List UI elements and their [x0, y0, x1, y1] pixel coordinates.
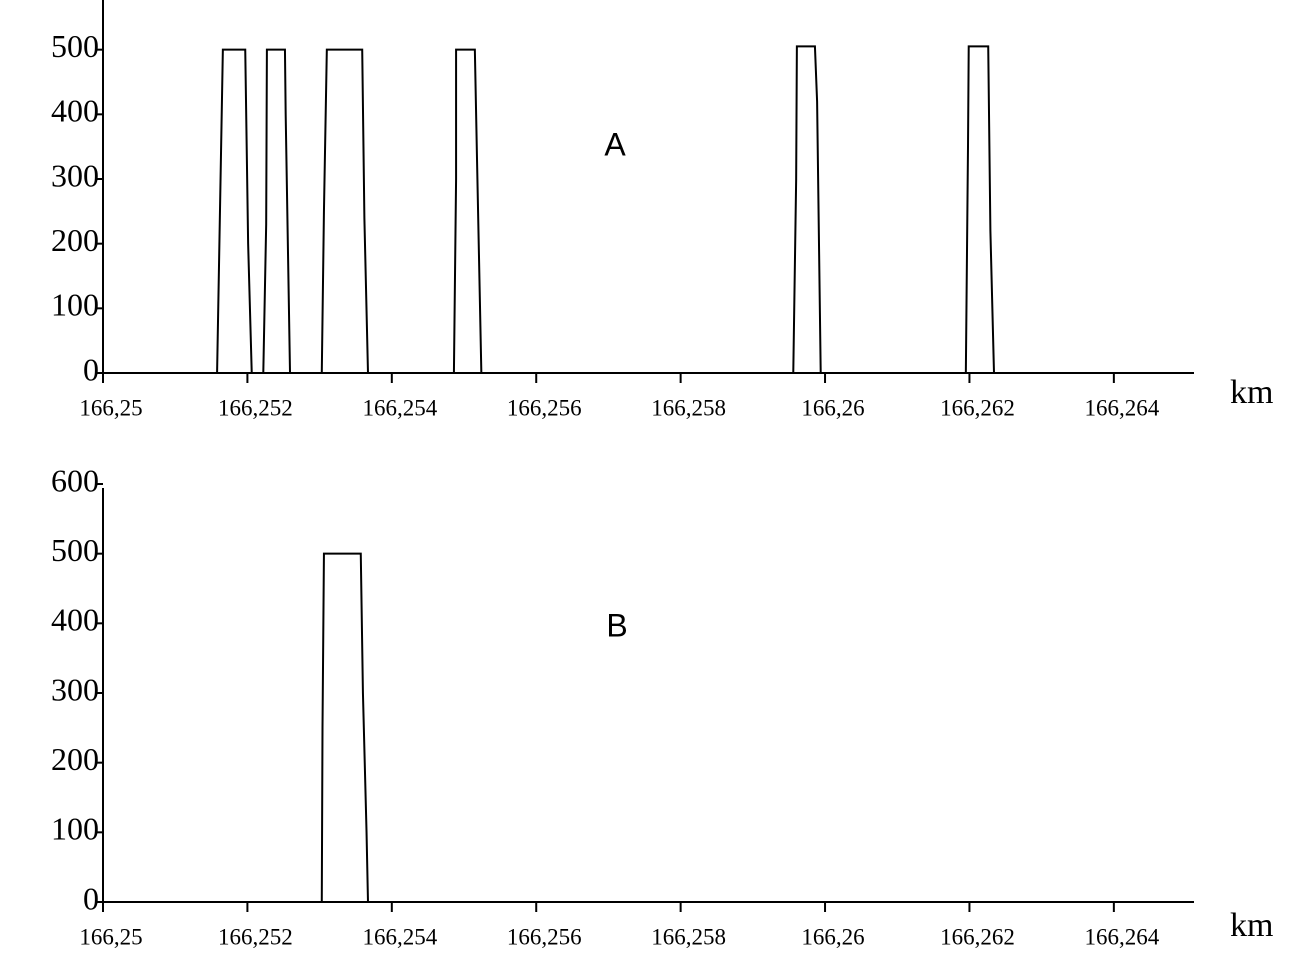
y-tick-label: 200	[51, 741, 99, 777]
y-tick-label: 600	[51, 462, 99, 498]
y-tick-label: 400	[51, 602, 99, 638]
y-tick-label: 300	[51, 671, 99, 707]
y-tick-label: 500	[51, 532, 99, 568]
x-tick-label: 166,26	[801, 924, 864, 949]
panel-annotation: B	[606, 607, 627, 643]
x-tick-label: 166,262	[940, 924, 1015, 949]
x-tick-label: 166,256	[507, 924, 582, 949]
x-axis-label: km	[1230, 907, 1273, 944]
x-tick-label: 166,25	[79, 395, 142, 420]
y-tick-label: 300	[51, 157, 99, 193]
x-tick-label: 166,252	[218, 395, 293, 420]
y-tick-label: 500	[51, 28, 99, 64]
x-tick-label: 166,264	[1084, 395, 1159, 420]
data-line	[103, 45, 1194, 374]
y-tick-label: 400	[51, 93, 99, 129]
x-tick-label: 166,254	[362, 924, 437, 949]
y-tick-label: 200	[51, 222, 99, 258]
x-tick-label: 166,26	[801, 395, 864, 420]
x-axis-label: km	[1230, 374, 1273, 411]
panel-annotation: A	[604, 126, 626, 162]
x-tick-label: 166,258	[651, 924, 726, 949]
x-tick-label: 166,256	[507, 395, 582, 420]
y-tick-label: 0	[83, 880, 99, 916]
x-tick-label: 166,254	[362, 395, 437, 420]
x-tick-label: 166,252	[218, 924, 293, 949]
x-tick-label: 166,25	[79, 924, 142, 949]
x-tick-label: 166,262	[940, 395, 1015, 420]
y-tick-label: 100	[51, 287, 99, 323]
x-tick-label: 166,264	[1084, 924, 1159, 949]
x-tick-label: 166,258	[651, 395, 726, 420]
data-line	[103, 552, 1194, 903]
y-tick-label: 100	[51, 811, 99, 847]
y-tick-label: 0	[83, 351, 99, 387]
